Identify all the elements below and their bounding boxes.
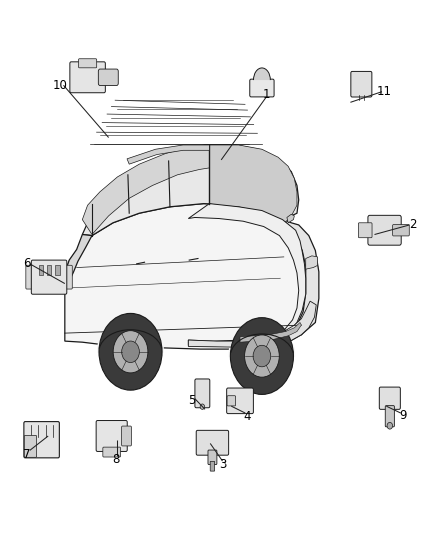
- FancyBboxPatch shape: [195, 379, 210, 408]
- FancyBboxPatch shape: [122, 426, 131, 446]
- Circle shape: [200, 404, 205, 409]
- Polygon shape: [287, 214, 294, 223]
- FancyBboxPatch shape: [26, 265, 35, 289]
- Polygon shape: [65, 235, 92, 281]
- FancyBboxPatch shape: [32, 260, 67, 294]
- FancyBboxPatch shape: [96, 421, 127, 451]
- Polygon shape: [240, 322, 301, 342]
- FancyBboxPatch shape: [351, 71, 372, 97]
- FancyBboxPatch shape: [227, 395, 236, 406]
- Polygon shape: [82, 145, 209, 235]
- Circle shape: [99, 313, 162, 390]
- FancyBboxPatch shape: [250, 79, 274, 97]
- Circle shape: [113, 330, 148, 373]
- Polygon shape: [188, 301, 316, 348]
- Text: 4: 4: [244, 410, 251, 423]
- Bar: [39, 265, 43, 274]
- Polygon shape: [209, 145, 297, 224]
- FancyBboxPatch shape: [103, 447, 120, 457]
- FancyBboxPatch shape: [98, 69, 118, 85]
- Polygon shape: [188, 204, 306, 346]
- Text: 3: 3: [219, 458, 226, 471]
- Bar: [47, 265, 51, 274]
- FancyBboxPatch shape: [78, 59, 97, 68]
- Polygon shape: [284, 220, 319, 335]
- Polygon shape: [97, 325, 164, 353]
- FancyBboxPatch shape: [368, 215, 401, 245]
- Text: 8: 8: [113, 453, 120, 466]
- Circle shape: [253, 345, 271, 367]
- FancyBboxPatch shape: [392, 224, 409, 236]
- Polygon shape: [82, 145, 299, 236]
- Bar: [55, 265, 60, 274]
- Polygon shape: [254, 68, 270, 80]
- Text: 9: 9: [399, 409, 407, 422]
- FancyBboxPatch shape: [385, 406, 394, 427]
- FancyBboxPatch shape: [227, 388, 253, 414]
- FancyBboxPatch shape: [25, 435, 36, 457]
- Circle shape: [387, 422, 392, 429]
- FancyBboxPatch shape: [379, 387, 400, 409]
- FancyBboxPatch shape: [24, 422, 60, 458]
- FancyBboxPatch shape: [210, 462, 215, 471]
- FancyBboxPatch shape: [70, 62, 105, 93]
- Text: 2: 2: [409, 219, 417, 231]
- Text: 10: 10: [53, 79, 68, 92]
- Circle shape: [230, 318, 293, 394]
- Text: 11: 11: [377, 85, 392, 98]
- Text: 5: 5: [188, 394, 195, 407]
- Circle shape: [122, 341, 139, 362]
- Text: 1: 1: [262, 88, 270, 101]
- Text: 7: 7: [23, 448, 31, 461]
- FancyBboxPatch shape: [64, 265, 72, 289]
- FancyBboxPatch shape: [196, 430, 229, 455]
- Polygon shape: [65, 204, 318, 349]
- FancyBboxPatch shape: [208, 450, 217, 465]
- Polygon shape: [229, 329, 295, 357]
- Circle shape: [244, 335, 279, 377]
- Polygon shape: [127, 145, 209, 164]
- FancyBboxPatch shape: [358, 223, 372, 238]
- Polygon shape: [306, 256, 318, 269]
- Text: 6: 6: [23, 257, 31, 270]
